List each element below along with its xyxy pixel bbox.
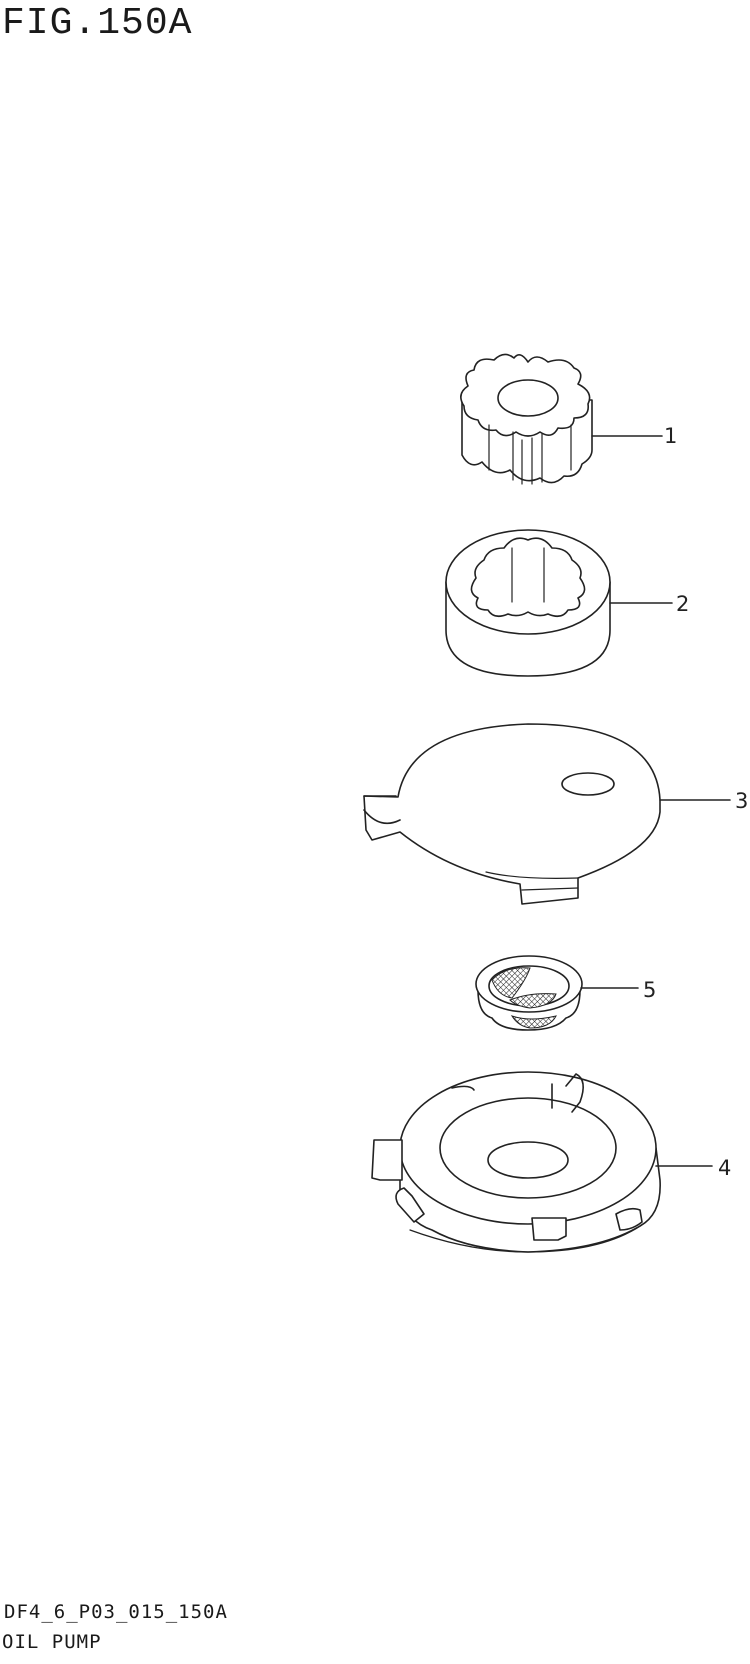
drawing-code: DF4_6_P03_015_150A	[4, 1601, 228, 1623]
oil-pump-case-part: 4	[371, 1071, 731, 1253]
callout-1-label: 1	[664, 424, 677, 448]
callout-3-label: 3	[735, 789, 748, 813]
pump-cover-plate-part: 3	[363, 723, 748, 905]
callout-5-label: 5	[643, 978, 656, 1002]
oil-strainer-part: 5	[475, 955, 656, 1031]
drawing-name: OIL PUMP	[2, 1631, 102, 1653]
callout-2-label: 2	[676, 592, 689, 616]
figure-title: FIG.150A	[2, 2, 193, 45]
outer-rotor-part: 2	[445, 529, 689, 677]
callout-4-label: 4	[718, 1156, 731, 1180]
inner-rotor-part: 1	[460, 353, 677, 485]
